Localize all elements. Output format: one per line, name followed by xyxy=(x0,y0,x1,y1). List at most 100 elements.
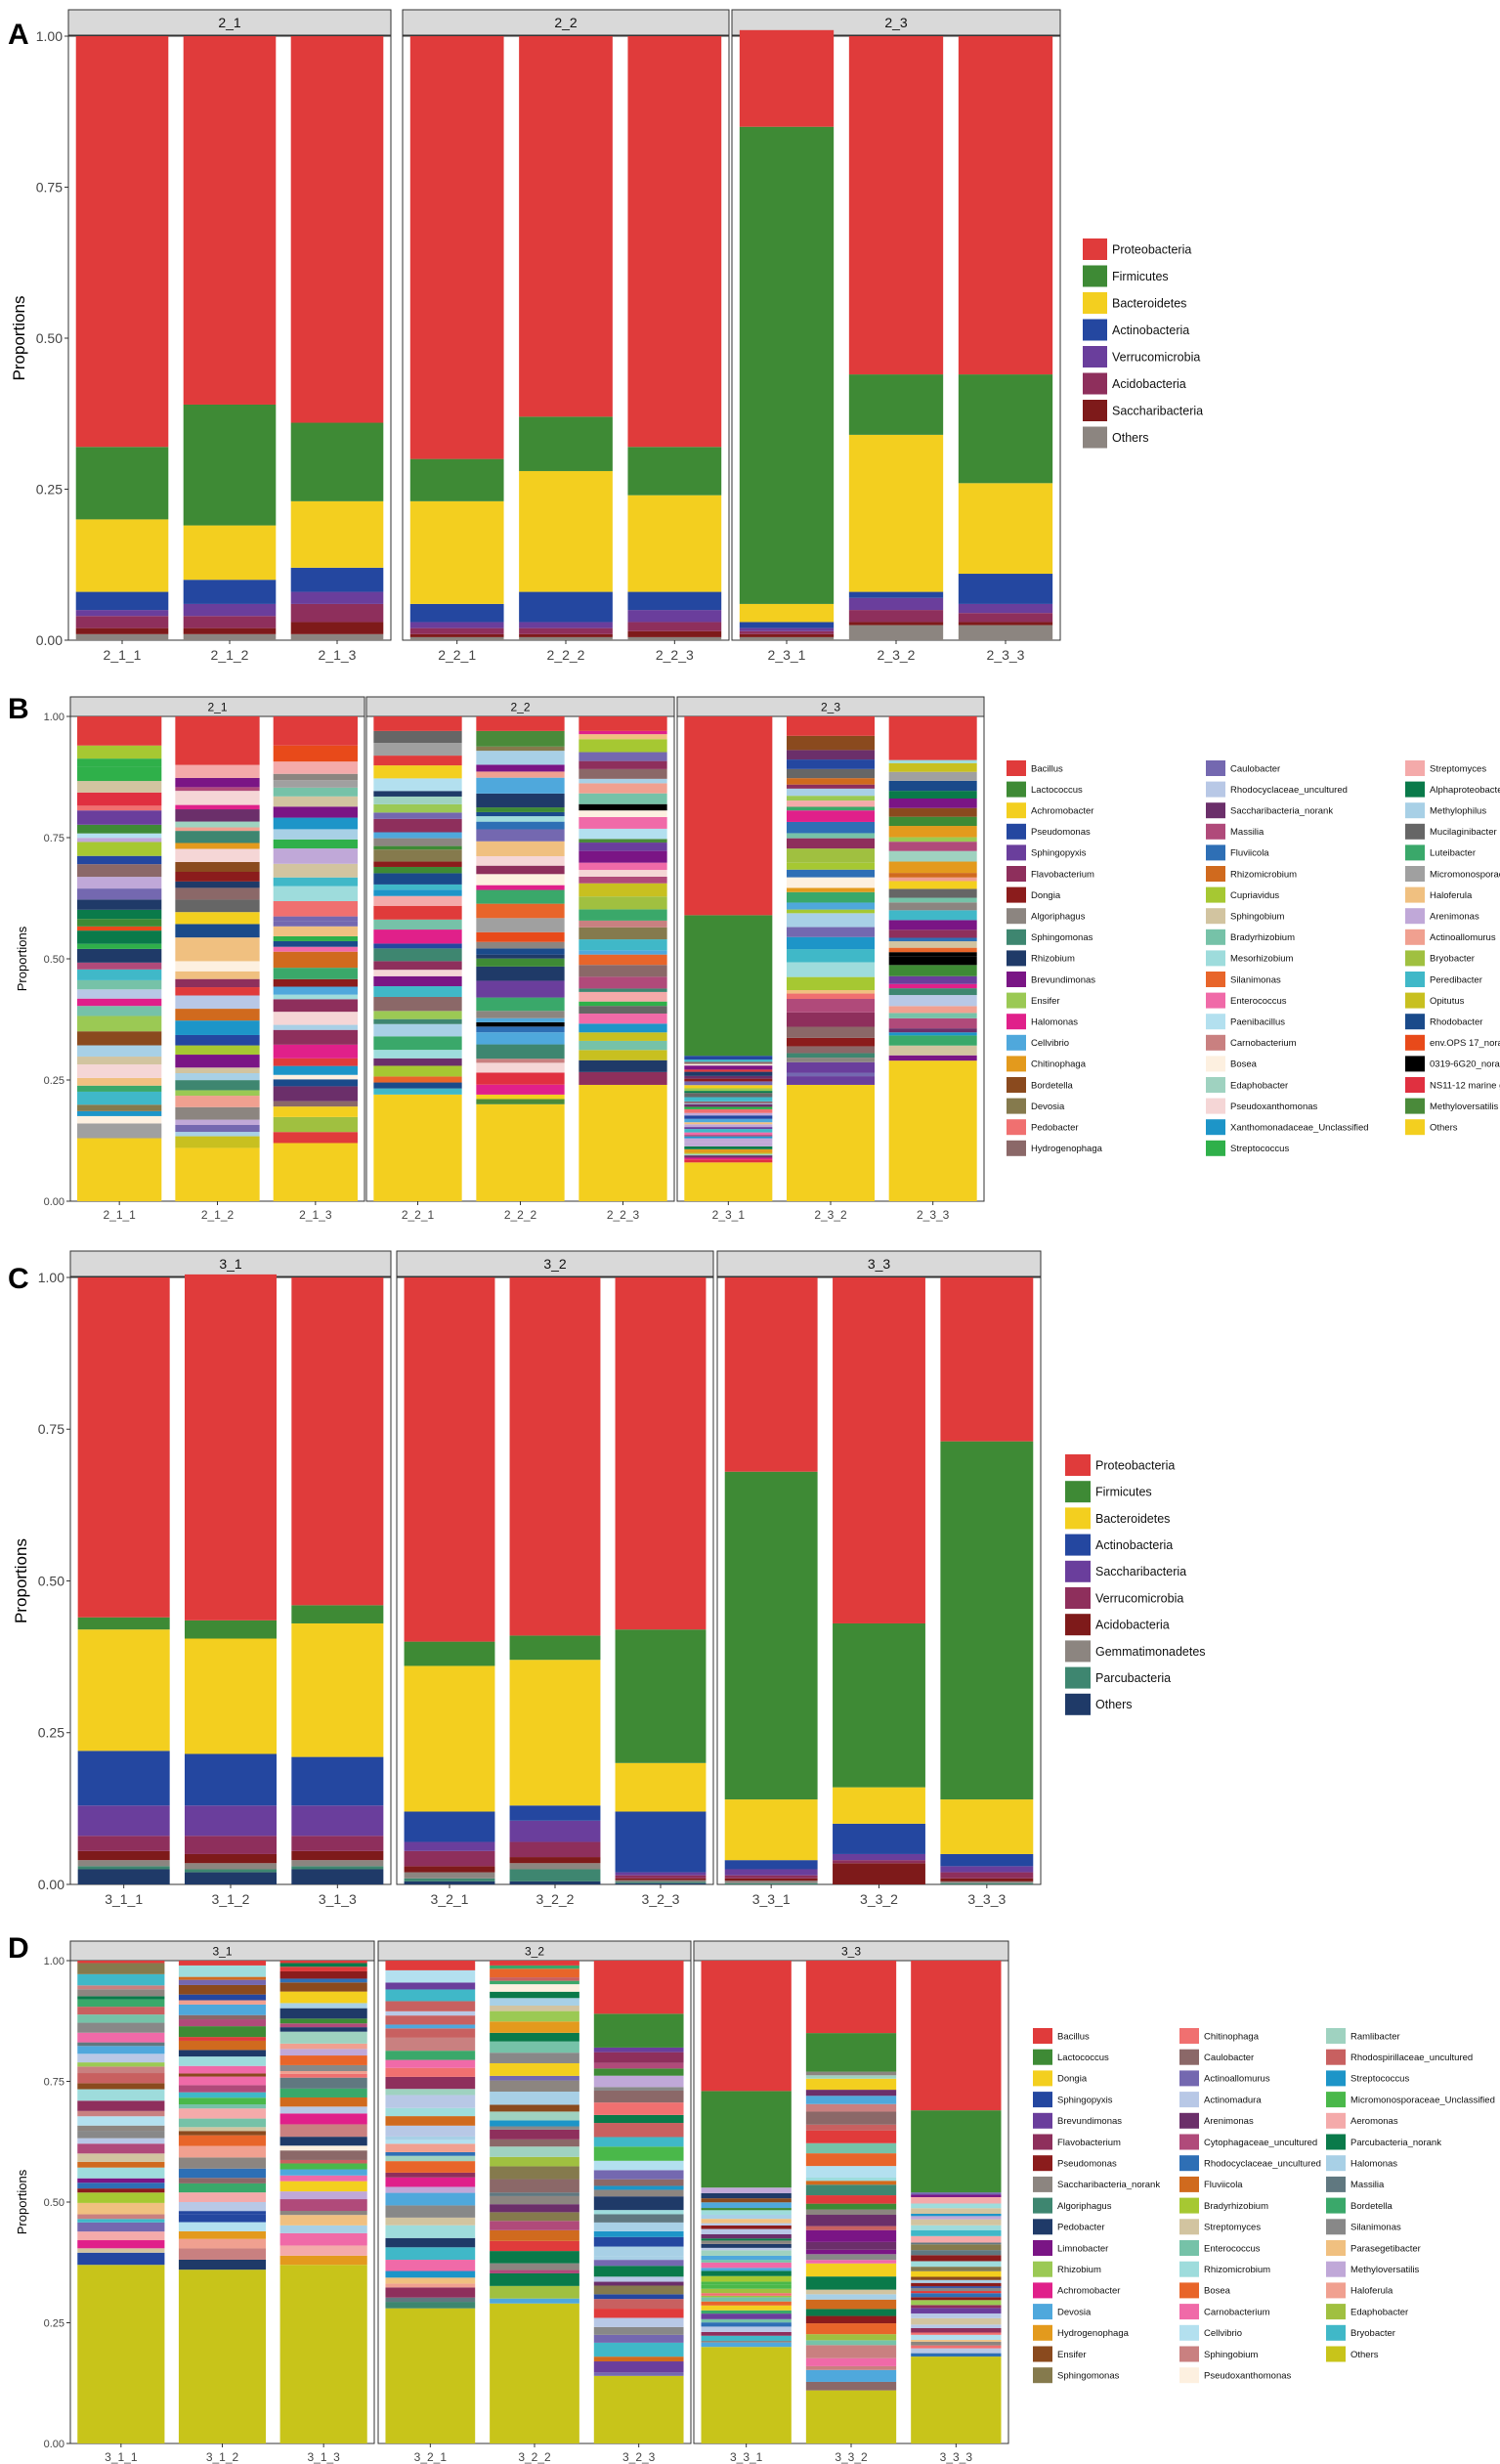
legend-label: Bryobacter xyxy=(1350,2328,1395,2339)
bar-segment xyxy=(593,2189,684,2197)
bar-segment xyxy=(404,1872,495,1879)
bar-segment xyxy=(175,1090,260,1097)
bar-segment xyxy=(911,2287,1002,2292)
bar-2-2-3 xyxy=(579,716,667,1201)
legend-label: Cupriavidus xyxy=(1230,890,1279,901)
legend-swatch xyxy=(1083,319,1107,341)
bar-segment xyxy=(958,625,1053,640)
bar-segment xyxy=(684,1124,773,1128)
bar-segment xyxy=(77,864,162,878)
legend-item: Peredibacter xyxy=(1405,972,1482,987)
bar-segment xyxy=(178,2214,267,2223)
legend-swatch xyxy=(1033,2176,1052,2192)
bar-segment xyxy=(385,2067,476,2077)
bar-segment xyxy=(593,2087,684,2091)
bar-segment xyxy=(409,36,504,459)
bar-segment xyxy=(911,2110,1002,2193)
legend-item: Pseudomonas xyxy=(1033,2155,1117,2172)
bar-segment xyxy=(490,2080,579,2093)
x-tick-label: 2_1_2 xyxy=(201,1208,235,1222)
bar-segment xyxy=(684,1118,773,1123)
bar-segment xyxy=(786,887,876,892)
bar-segment xyxy=(490,2221,579,2230)
bar-segment xyxy=(579,976,667,989)
bar-segment xyxy=(476,918,565,932)
bar-segment xyxy=(279,1978,367,1983)
legend-swatch xyxy=(1007,886,1026,903)
legend-swatch xyxy=(1033,2134,1052,2150)
x-tick-label: 3_2_1 xyxy=(414,2450,448,2464)
facet-3-1: 3_1 3_1_1 3_1_2 3_1_3 xyxy=(69,1250,392,1907)
bar-3-2-1 xyxy=(404,1277,495,1884)
bar-segment xyxy=(77,877,162,889)
panel-d: D Proportions 0.00 0.25 0.50 0.75 1.00 3_1 3_1_1… xyxy=(8,1932,1495,2464)
legend-label: Fluviicola xyxy=(1230,848,1269,859)
bar-segment xyxy=(490,2179,579,2193)
bar-segment xyxy=(833,1863,925,1884)
bar-segment xyxy=(476,1062,565,1073)
bar-segment xyxy=(476,811,565,817)
legend-label: Bryobacter xyxy=(1430,954,1475,965)
bar-segment xyxy=(77,2143,165,2154)
legend-label: Bacteroidetes xyxy=(1095,1512,1170,1526)
bar-segment xyxy=(385,2161,476,2173)
legend-item: Brevundimonas xyxy=(1033,2112,1122,2129)
legend-label: Pedobacter xyxy=(1057,2223,1105,2233)
bar-segment xyxy=(409,633,504,637)
legend-item: env.OPS 17_norank xyxy=(1405,1034,1500,1051)
bar-segment xyxy=(684,1106,773,1109)
bar-segment xyxy=(373,1082,462,1089)
bar-segment xyxy=(178,2135,267,2146)
bar-segment xyxy=(273,1058,358,1066)
bar-segment xyxy=(911,2305,1002,2309)
legend-label: Algoriphagus xyxy=(1031,912,1086,923)
legend-swatch xyxy=(1405,1119,1425,1136)
x-tick-label: 2_3_1 xyxy=(768,647,806,663)
legend-item: Proteobacteria xyxy=(1083,238,1191,260)
bar-segment xyxy=(178,1994,267,2001)
bar-segment xyxy=(888,995,977,1007)
legend-label: Achromobacter xyxy=(1031,806,1093,817)
bar-segment xyxy=(786,810,876,822)
bar-segment xyxy=(178,2145,267,2158)
bar-segment xyxy=(888,1045,977,1056)
legend-label: Dongia xyxy=(1057,2074,1088,2085)
bar-segment xyxy=(579,828,667,840)
bar-segment xyxy=(684,1157,773,1160)
legend-label: Pseudoxanthomonas xyxy=(1204,2371,1292,2382)
y-tick-label: 0.50 xyxy=(44,954,64,966)
legend-label: Chitinophaga xyxy=(1031,1059,1087,1070)
bar-segment xyxy=(888,941,977,948)
bar-segment xyxy=(385,2089,476,2096)
legend-swatch xyxy=(1405,1056,1425,1072)
bar-segment xyxy=(701,2210,792,2215)
bar-segment xyxy=(476,1099,565,1104)
bar-segment xyxy=(724,1882,818,1884)
bar-segment xyxy=(385,2302,476,2309)
bar-segment xyxy=(279,2027,367,2032)
legend-item: Sphingopyxis xyxy=(1007,844,1087,861)
legend-item: Rhodocyclaceae_uncultured xyxy=(1206,781,1348,798)
bar-segment xyxy=(291,1860,384,1867)
legend-label: Sphingopyxis xyxy=(1057,2095,1113,2105)
bar-segment xyxy=(404,1277,495,1642)
y-tick-label: 0.25 xyxy=(44,2317,64,2329)
legend-item: Arenimonas xyxy=(1179,2112,1254,2129)
bar-segment xyxy=(786,788,876,797)
legend-label: Opitutus xyxy=(1430,996,1465,1007)
bar-segment xyxy=(911,2332,1002,2335)
bar-segment xyxy=(888,873,977,878)
bar-segment xyxy=(273,848,358,864)
bar-segment xyxy=(911,2286,1002,2288)
legend-swatch xyxy=(1033,2092,1052,2108)
panel-letter: A xyxy=(8,19,29,51)
legend-swatch xyxy=(1033,2304,1052,2320)
bar-segment xyxy=(373,716,462,731)
legend-item: Pseudoxanthomonas xyxy=(1179,2367,1292,2384)
facet-2-3: 2_3 2_3_1 2_3_2 2_3_3 xyxy=(731,9,1061,663)
bar-segment xyxy=(273,796,358,807)
bar-segment xyxy=(519,470,613,592)
bar-segment xyxy=(77,926,162,931)
bar-segment xyxy=(805,2124,897,2131)
bar-segment xyxy=(958,613,1053,623)
